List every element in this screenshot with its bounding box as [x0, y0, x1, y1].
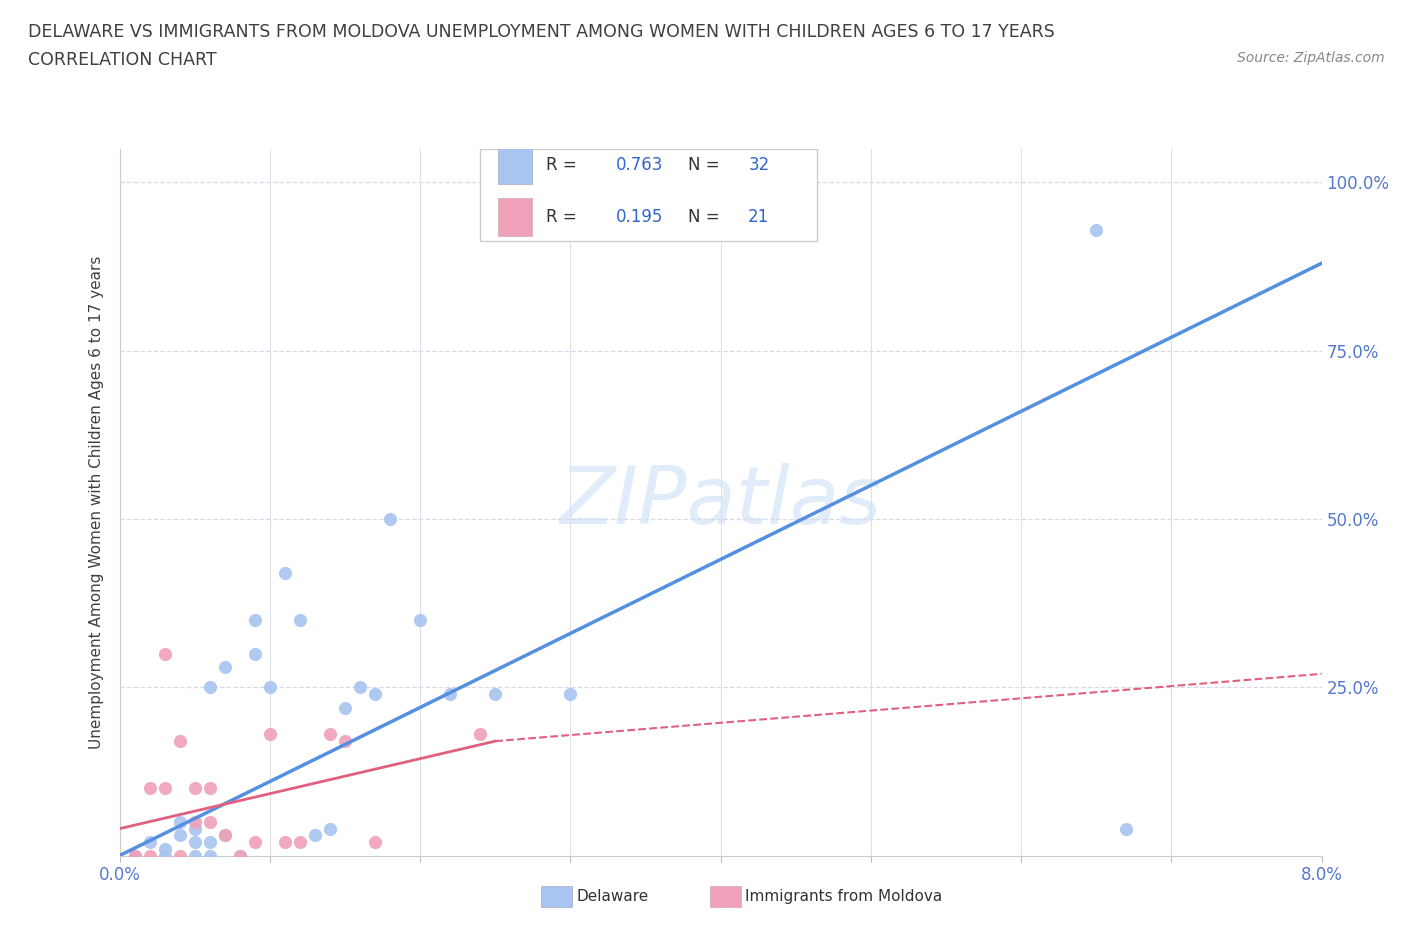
Point: [183, 781, 205, 796]
Point: [183, 848, 205, 863]
Point: [228, 848, 252, 863]
Point: [169, 848, 191, 863]
Point: [124, 848, 146, 863]
Point: [304, 828, 326, 843]
Point: [243, 835, 266, 850]
Text: 21: 21: [748, 208, 769, 226]
Point: [560, 686, 582, 701]
Point: [243, 613, 266, 628]
Point: [214, 659, 236, 674]
Point: [153, 848, 176, 863]
Y-axis label: Unemployment Among Women with Children Ages 6 to 17 years: Unemployment Among Women with Children A…: [89, 256, 104, 749]
Point: [153, 646, 176, 661]
Point: [259, 680, 281, 695]
Point: [288, 613, 311, 628]
Point: [153, 781, 176, 796]
Point: [439, 686, 461, 701]
FancyBboxPatch shape: [498, 197, 531, 236]
Point: [138, 835, 160, 850]
Point: [349, 680, 371, 695]
Text: N =: N =: [688, 208, 725, 226]
Text: Delaware: Delaware: [576, 889, 648, 904]
Point: [288, 835, 311, 850]
Point: [364, 686, 387, 701]
Point: [183, 835, 205, 850]
Point: [138, 781, 160, 796]
Text: 32: 32: [748, 156, 769, 174]
Point: [169, 828, 191, 843]
Text: DELAWARE VS IMMIGRANTS FROM MOLDOVA UNEMPLOYMENT AMONG WOMEN WITH CHILDREN AGES : DELAWARE VS IMMIGRANTS FROM MOLDOVA UNEM…: [28, 23, 1054, 41]
Point: [138, 848, 160, 863]
Point: [198, 848, 221, 863]
Point: [409, 613, 432, 628]
Point: [484, 686, 506, 701]
Point: [183, 815, 205, 830]
Point: [228, 848, 252, 863]
Point: [378, 512, 401, 526]
FancyBboxPatch shape: [498, 145, 531, 184]
Point: [274, 565, 297, 580]
Point: [214, 828, 236, 843]
Text: 0.195: 0.195: [616, 208, 664, 226]
Point: [468, 727, 492, 742]
Text: 0.763: 0.763: [616, 156, 664, 174]
Point: [183, 821, 205, 836]
Point: [364, 835, 387, 850]
Text: ZIPatlas: ZIPatlas: [560, 463, 882, 541]
Point: [274, 835, 297, 850]
Point: [198, 835, 221, 850]
Point: [198, 815, 221, 830]
Point: [333, 700, 356, 715]
Text: CORRELATION CHART: CORRELATION CHART: [28, 51, 217, 69]
Point: [198, 680, 221, 695]
Text: Immigrants from Moldova: Immigrants from Moldova: [745, 889, 942, 904]
Point: [124, 848, 146, 863]
Point: [169, 734, 191, 749]
Point: [1115, 821, 1137, 836]
Point: [169, 815, 191, 830]
Point: [214, 828, 236, 843]
Point: [153, 842, 176, 857]
Point: [319, 727, 342, 742]
Point: [243, 646, 266, 661]
Point: [259, 727, 281, 742]
Point: [319, 821, 342, 836]
FancyBboxPatch shape: [479, 149, 817, 241]
Text: Source: ZipAtlas.com: Source: ZipAtlas.com: [1237, 51, 1385, 65]
Point: [1085, 222, 1108, 237]
Text: N =: N =: [688, 156, 725, 174]
Point: [198, 781, 221, 796]
Point: [333, 734, 356, 749]
Text: R =: R =: [547, 208, 582, 226]
Text: R =: R =: [547, 156, 582, 174]
